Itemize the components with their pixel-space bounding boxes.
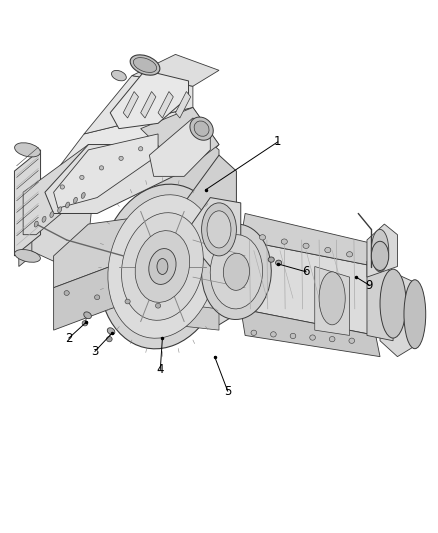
Polygon shape bbox=[367, 224, 397, 277]
Polygon shape bbox=[123, 92, 138, 118]
Ellipse shape bbox=[201, 203, 237, 256]
Text: 5: 5 bbox=[224, 385, 231, 398]
Text: 9: 9 bbox=[365, 279, 373, 292]
Ellipse shape bbox=[329, 336, 335, 342]
Ellipse shape bbox=[149, 248, 176, 285]
Ellipse shape bbox=[207, 211, 231, 248]
Polygon shape bbox=[380, 266, 415, 357]
Ellipse shape bbox=[42, 216, 46, 222]
Polygon shape bbox=[132, 54, 219, 86]
Ellipse shape bbox=[325, 247, 331, 253]
Ellipse shape bbox=[130, 55, 160, 75]
Text: 3: 3 bbox=[91, 345, 99, 358]
Ellipse shape bbox=[99, 184, 226, 349]
Polygon shape bbox=[110, 70, 188, 128]
Ellipse shape bbox=[268, 257, 274, 262]
Ellipse shape bbox=[112, 70, 126, 81]
Ellipse shape bbox=[108, 195, 217, 338]
Ellipse shape bbox=[50, 212, 54, 217]
Ellipse shape bbox=[138, 147, 143, 151]
Ellipse shape bbox=[74, 197, 78, 203]
Ellipse shape bbox=[281, 239, 287, 244]
Polygon shape bbox=[14, 150, 41, 256]
Ellipse shape bbox=[157, 259, 168, 274]
Polygon shape bbox=[184, 224, 245, 325]
Polygon shape bbox=[53, 245, 176, 330]
Polygon shape bbox=[19, 192, 32, 266]
Ellipse shape bbox=[99, 166, 104, 170]
Ellipse shape bbox=[58, 207, 62, 213]
Text: 1: 1 bbox=[274, 135, 282, 148]
Ellipse shape bbox=[380, 269, 406, 338]
Ellipse shape bbox=[119, 156, 123, 160]
Polygon shape bbox=[23, 144, 93, 235]
Ellipse shape bbox=[319, 272, 345, 325]
Ellipse shape bbox=[80, 175, 84, 180]
Polygon shape bbox=[315, 266, 350, 335]
Ellipse shape bbox=[107, 328, 115, 335]
Ellipse shape bbox=[82, 320, 88, 326]
Ellipse shape bbox=[121, 213, 203, 320]
Ellipse shape bbox=[259, 235, 265, 240]
Polygon shape bbox=[141, 128, 219, 208]
Ellipse shape bbox=[64, 290, 69, 295]
Polygon shape bbox=[53, 134, 158, 208]
Ellipse shape bbox=[84, 312, 92, 319]
Ellipse shape bbox=[349, 338, 355, 343]
Ellipse shape bbox=[210, 235, 262, 309]
Polygon shape bbox=[141, 92, 156, 118]
Ellipse shape bbox=[303, 243, 309, 248]
Polygon shape bbox=[241, 214, 380, 266]
Polygon shape bbox=[176, 92, 191, 118]
Ellipse shape bbox=[106, 336, 112, 342]
Ellipse shape bbox=[95, 295, 100, 300]
Polygon shape bbox=[123, 298, 219, 330]
Polygon shape bbox=[367, 261, 393, 341]
Polygon shape bbox=[141, 108, 219, 171]
Ellipse shape bbox=[371, 229, 389, 272]
Ellipse shape bbox=[404, 280, 426, 349]
Polygon shape bbox=[184, 155, 237, 240]
Ellipse shape bbox=[276, 260, 282, 265]
Text: 4: 4 bbox=[156, 364, 164, 376]
Polygon shape bbox=[19, 198, 93, 261]
Polygon shape bbox=[241, 309, 380, 357]
Polygon shape bbox=[149, 118, 210, 176]
Ellipse shape bbox=[125, 299, 130, 304]
Polygon shape bbox=[84, 76, 193, 134]
Ellipse shape bbox=[201, 224, 271, 319]
Text: 2: 2 bbox=[65, 332, 73, 344]
Ellipse shape bbox=[81, 192, 85, 198]
Ellipse shape bbox=[371, 241, 389, 270]
Ellipse shape bbox=[66, 202, 70, 208]
Text: 6: 6 bbox=[302, 265, 310, 278]
Ellipse shape bbox=[346, 252, 353, 257]
Polygon shape bbox=[158, 92, 173, 118]
Ellipse shape bbox=[155, 303, 161, 308]
Ellipse shape bbox=[60, 185, 64, 189]
Polygon shape bbox=[32, 108, 219, 203]
Ellipse shape bbox=[271, 332, 276, 337]
Polygon shape bbox=[53, 214, 176, 288]
Ellipse shape bbox=[251, 330, 257, 335]
Ellipse shape bbox=[194, 121, 209, 136]
Ellipse shape bbox=[310, 335, 315, 340]
Ellipse shape bbox=[290, 333, 296, 338]
Polygon shape bbox=[45, 144, 184, 214]
Ellipse shape bbox=[190, 117, 213, 140]
Polygon shape bbox=[184, 198, 241, 266]
Ellipse shape bbox=[133, 58, 157, 72]
Ellipse shape bbox=[14, 143, 40, 157]
Ellipse shape bbox=[223, 253, 250, 290]
Polygon shape bbox=[241, 240, 376, 335]
Ellipse shape bbox=[14, 249, 40, 262]
Ellipse shape bbox=[34, 221, 38, 227]
Ellipse shape bbox=[135, 231, 190, 302]
